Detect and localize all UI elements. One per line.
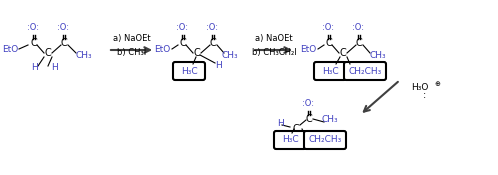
Text: :O:: :O: — [27, 23, 39, 32]
Text: b) CH₃CH₂I: b) CH₃CH₂I — [251, 47, 296, 57]
Text: C: C — [340, 48, 347, 58]
Text: C: C — [356, 38, 363, 48]
Text: :O:: :O: — [176, 23, 188, 32]
Text: EtO: EtO — [154, 44, 170, 54]
Text: C: C — [30, 38, 37, 48]
FancyBboxPatch shape — [314, 62, 346, 80]
Text: EtO: EtO — [300, 44, 316, 54]
Text: C: C — [61, 38, 67, 48]
Text: EtO: EtO — [2, 44, 18, 54]
FancyBboxPatch shape — [344, 62, 386, 80]
Text: C: C — [194, 48, 200, 58]
Text: H: H — [52, 64, 58, 72]
Text: H: H — [277, 118, 284, 128]
Text: C: C — [293, 124, 299, 134]
Text: H: H — [215, 61, 222, 69]
FancyBboxPatch shape — [173, 62, 205, 80]
Text: CH₃: CH₃ — [370, 51, 386, 60]
Text: :O:: :O: — [322, 23, 334, 32]
Text: CH₂CH₃: CH₂CH₃ — [308, 135, 342, 145]
Text: a) NaOEt: a) NaOEt — [255, 34, 293, 44]
Text: a) NaOEt: a) NaOEt — [113, 34, 151, 44]
Text: b) CH₃I: b) CH₃I — [118, 47, 146, 57]
Text: CH₃: CH₃ — [322, 114, 338, 124]
Text: CH₃: CH₃ — [76, 51, 92, 60]
Text: :O:: :O: — [302, 99, 314, 107]
Text: H₃C: H₃C — [181, 66, 197, 75]
Text: C: C — [180, 38, 186, 48]
Text: ⊕: ⊕ — [434, 81, 440, 87]
Text: C: C — [306, 114, 312, 124]
Text: C: C — [45, 48, 51, 58]
Text: C: C — [210, 38, 216, 48]
Text: :O:: :O: — [352, 23, 364, 32]
Text: H₃O: H₃O — [411, 82, 429, 92]
Text: C: C — [326, 38, 332, 48]
Text: CH₂CH₃: CH₂CH₃ — [349, 66, 381, 75]
FancyBboxPatch shape — [274, 131, 306, 149]
Text: H₃C: H₃C — [282, 135, 298, 145]
Text: :O:: :O: — [57, 23, 69, 32]
Text: CH₃: CH₃ — [222, 51, 239, 60]
Text: :O:: :O: — [206, 23, 218, 32]
Text: :: : — [422, 90, 426, 100]
Text: H: H — [32, 64, 38, 72]
Text: H₃C: H₃C — [322, 66, 338, 75]
FancyBboxPatch shape — [304, 131, 346, 149]
